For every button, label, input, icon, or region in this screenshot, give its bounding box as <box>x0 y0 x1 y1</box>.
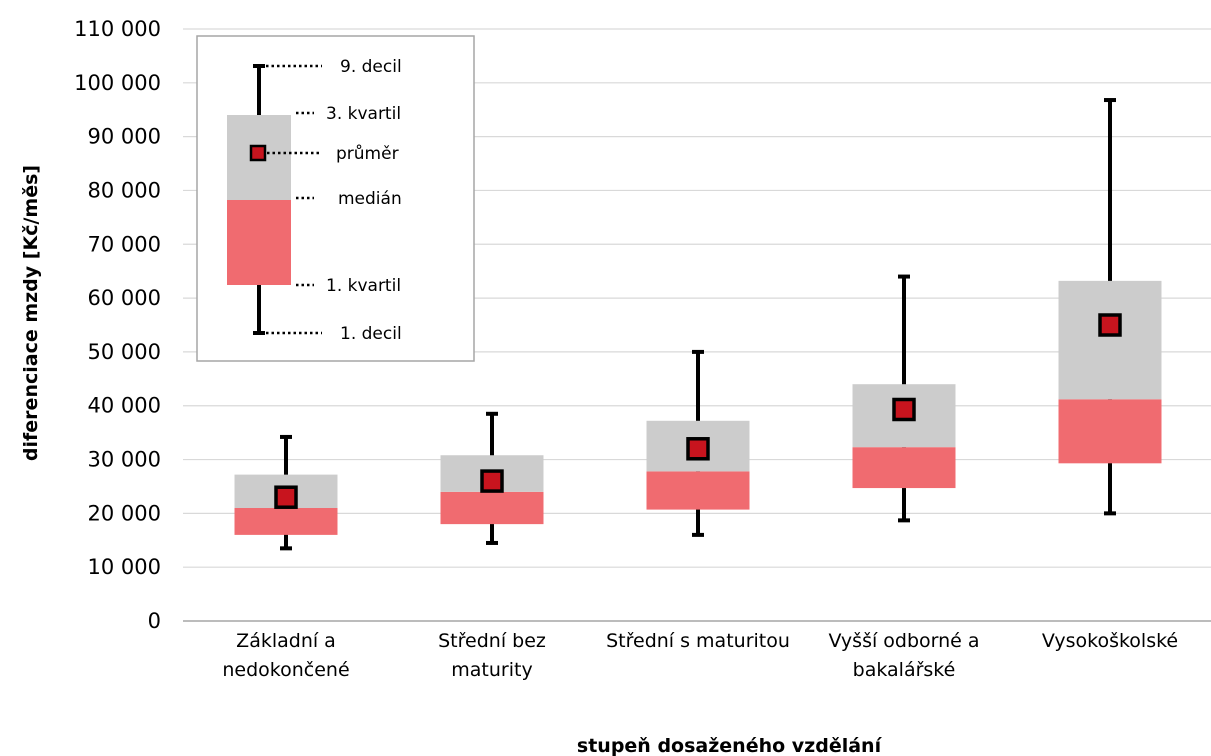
box-group <box>852 274 956 523</box>
x-axis-categories: Základní a nedokončené Střední bez maturity… <box>222 630 1178 681</box>
mean-marker <box>1098 313 1122 337</box>
y-tick-label: 20 000 <box>88 501 161 525</box>
box-group <box>646 349 750 537</box>
legend-label-d1: 1. decil <box>340 324 402 344</box>
y-tick-label: 70 000 <box>88 232 161 256</box>
legend-box-lower <box>227 200 291 285</box>
x-category-label: Vysokoškolské <box>1042 630 1178 652</box>
box-lower <box>646 471 750 510</box>
y-tick-label: 0 <box>148 609 161 633</box>
y-tick-label: 60 000 <box>88 286 161 310</box>
mean-marker <box>274 485 298 509</box>
x-category-label: Vyšší odborné a <box>828 630 979 652</box>
box-lower <box>440 491 544 525</box>
y-tick-label: 80 000 <box>88 178 161 202</box>
box-lower <box>234 507 338 535</box>
x-category-label: Základní a <box>236 630 336 652</box>
x-category-label: Střední s maturitou <box>606 630 790 652</box>
x-axis-title: stupeň dosaženého vzdělání <box>577 735 883 756</box>
box-group <box>1058 98 1162 516</box>
legend-label-d9: 9. decil <box>340 57 402 77</box>
legend: 9. decil 3. kvartil průměr medián 1. kva… <box>196 35 475 362</box>
box-group <box>440 411 544 545</box>
y-tick-label: 30 000 <box>88 448 161 472</box>
box-group <box>234 434 338 551</box>
x-category-label: Střední bez <box>438 630 546 652</box>
y-tick-label: 100 000 <box>74 71 161 95</box>
y-tick-label: 110 000 <box>74 17 161 41</box>
box-lower <box>1058 399 1162 464</box>
legend-label-q1: 1. kvartil <box>326 276 401 296</box>
legend-label-mean: průměr <box>336 144 399 164</box>
x-category-label: bakalářské <box>853 659 956 681</box>
y-tick-label: 90 000 <box>88 125 161 149</box>
boxes <box>234 98 1162 551</box>
box-lower <box>852 447 956 489</box>
y-tick-label: 10 000 <box>88 555 161 579</box>
legend-label-q3: 3. kvartil <box>326 104 401 124</box>
y-tick-label: 50 000 <box>88 340 161 364</box>
mean-marker <box>686 437 710 461</box>
x-category-label: nedokončené <box>222 659 349 681</box>
mean-marker <box>892 397 916 422</box>
y-tick-label: 40 000 <box>88 394 161 418</box>
mean-marker <box>480 469 504 493</box>
box-upper <box>1058 280 1162 400</box>
legend-mean-marker <box>249 144 267 162</box>
x-category-label: maturity <box>451 659 532 681</box>
y-axis-title: diferenciace mzdy [Kč/měs] <box>20 165 42 461</box>
y-axis-ticks: 0 10 000 20 000 30 000 40 000 50 000 60 000 70 … <box>74 17 161 633</box>
legend-label-median: medián <box>338 189 402 209</box>
